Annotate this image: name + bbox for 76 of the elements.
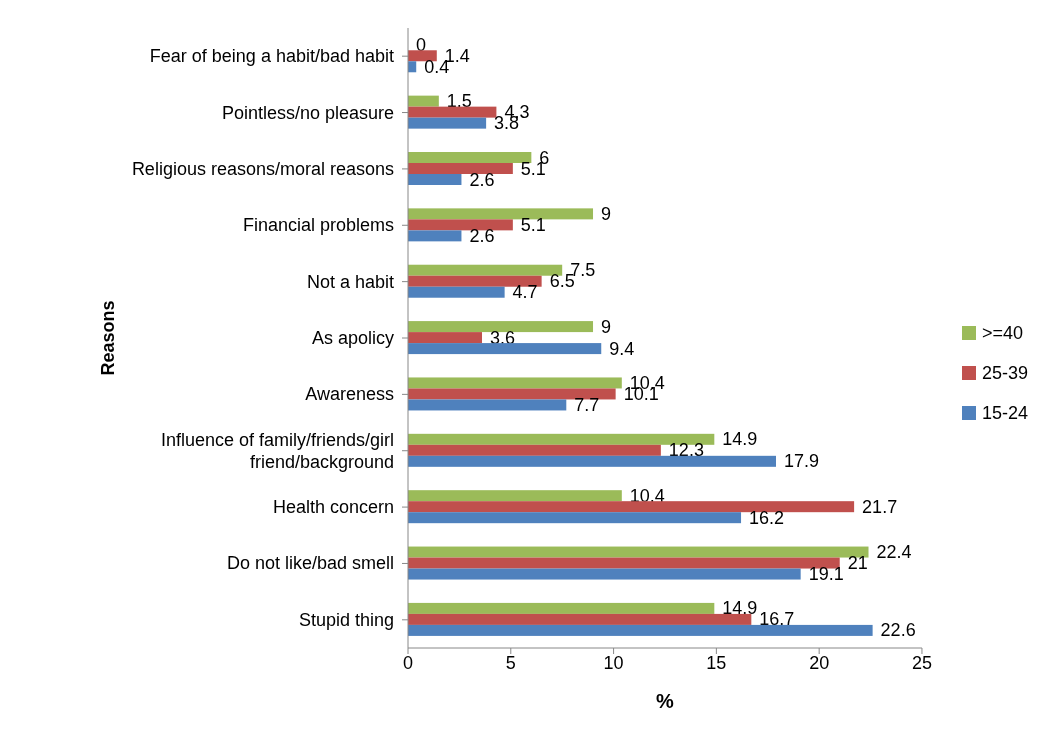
y-tick-label: Stupid thing xyxy=(298,609,394,630)
bar xyxy=(408,286,505,298)
y-tick-label: Financial problems xyxy=(242,215,394,236)
bar xyxy=(408,388,616,400)
y-tick-label: Not a habit xyxy=(306,271,394,292)
bar xyxy=(408,455,776,467)
bar xyxy=(408,219,513,231)
bar xyxy=(408,321,594,333)
data-label: 4.7 xyxy=(512,282,538,303)
bar xyxy=(408,95,439,107)
data-label: 16.7 xyxy=(759,609,795,630)
bar xyxy=(408,343,602,355)
data-label: 21.7 xyxy=(862,496,898,517)
bar xyxy=(408,275,542,287)
bar xyxy=(408,433,715,445)
bar xyxy=(408,230,462,242)
y-tick-label: Influence of family/friends/girl friend/background xyxy=(160,429,394,472)
bar xyxy=(408,174,462,185)
x-tick-label: 10 xyxy=(603,652,624,673)
data-label: 3.6 xyxy=(490,327,516,348)
bar xyxy=(408,624,873,636)
bar xyxy=(408,163,513,174)
bar xyxy=(408,152,532,163)
data-label: 14.9 xyxy=(722,598,758,619)
y-tick-label: Do not like/bad smell xyxy=(226,553,394,574)
y-tick-label: Fear of being a habit/bad habit xyxy=(149,46,394,67)
data-label: 17.9 xyxy=(783,451,820,472)
bar xyxy=(408,208,594,220)
bar xyxy=(408,444,661,456)
y-tick-label: Religious reasons/moral reasons xyxy=(131,158,394,179)
y-tick-label: Pointless/no pleasure xyxy=(221,102,394,123)
data-label: 19.1 xyxy=(808,564,844,585)
y-tick-label: Health concern xyxy=(272,497,394,518)
y-tick-label: As apolicy xyxy=(311,328,394,348)
legend-label: 25-39 xyxy=(981,362,1028,385)
legend-label: 15-24 xyxy=(981,402,1028,425)
bar xyxy=(408,117,487,129)
data-label: 12.3 xyxy=(668,440,704,461)
bar xyxy=(408,546,869,558)
x-tick-label: 5 xyxy=(505,652,516,673)
bar xyxy=(408,106,497,118)
data-label: 7.7 xyxy=(574,394,600,415)
x-axis-title: % xyxy=(656,690,675,712)
y-tick-label: Awareness xyxy=(305,384,394,405)
y-axis-title: Reasons xyxy=(98,300,119,376)
bar xyxy=(408,613,752,625)
bar xyxy=(408,512,742,524)
bar xyxy=(408,568,801,580)
bar xyxy=(408,602,715,614)
bar xyxy=(408,50,437,62)
data-label: 2.6 xyxy=(469,225,495,246)
bar xyxy=(408,377,622,389)
bar xyxy=(408,264,563,276)
bar xyxy=(408,490,622,502)
data-label: 9 xyxy=(601,316,612,337)
bar xyxy=(408,501,855,513)
data-label: 16.2 xyxy=(749,507,785,528)
x-tick-label: 15 xyxy=(706,652,727,673)
data-label: 9.4 xyxy=(609,338,635,359)
data-label: 22.4 xyxy=(876,542,912,563)
x-tick-label: 20 xyxy=(809,652,830,673)
data-label: 21 xyxy=(847,553,868,574)
bar xyxy=(408,332,483,344)
data-label: 1.5 xyxy=(446,91,472,112)
x-tick-label: 25 xyxy=(911,652,932,673)
bar xyxy=(408,399,567,411)
data-label: 0 xyxy=(416,34,427,55)
legend-label: >=40 xyxy=(981,322,1023,345)
data-label: 9 xyxy=(601,203,612,224)
data-label: 22.6 xyxy=(880,620,916,641)
bar xyxy=(408,557,840,569)
x-tick-label: 0 xyxy=(402,652,414,673)
data-label: 5.1 xyxy=(520,214,546,235)
data-label: 10.4 xyxy=(629,485,665,506)
data-label: 14.9 xyxy=(722,429,758,450)
data-label: 2.6 xyxy=(469,169,495,190)
